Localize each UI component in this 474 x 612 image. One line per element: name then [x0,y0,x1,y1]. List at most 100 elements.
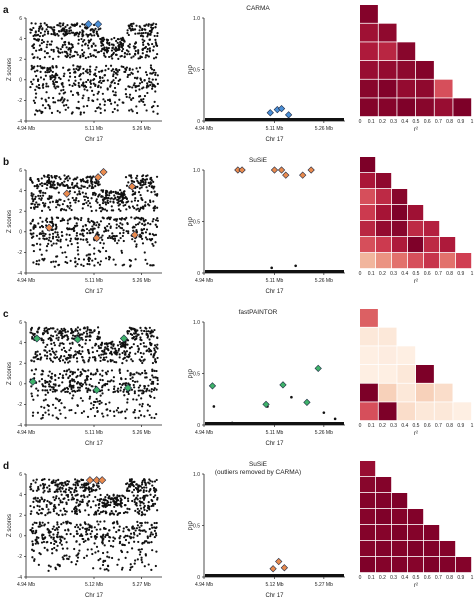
snp-dot [55,350,58,353]
snp-dot [70,228,73,231]
snp-dot [75,67,78,70]
snp-dot [150,342,153,345]
snp-dot [79,370,82,374]
snp-dot [99,346,102,349]
snp-dot [32,506,36,509]
ld-cell [434,98,453,117]
snp-dot [84,223,87,227]
snp-dot [101,92,104,95]
snp-dot [113,234,116,238]
snp-dot [76,556,80,559]
snp-dot [52,181,55,185]
snp-dot [122,42,125,45]
snp-dot [144,530,147,533]
snp-dot [152,49,155,52]
snp-dot [121,47,125,51]
snp-dot [143,513,147,516]
snp-dot [57,191,60,194]
snp-dot [120,249,123,252]
snp-dot [152,83,155,87]
snp-dot [85,238,88,241]
ld-scale-tick: 0.6 [424,271,431,277]
snp-dot [81,48,84,52]
snp-dot [59,486,62,489]
snp-dot [128,347,132,350]
snp-dot [87,56,90,59]
snp-dot [43,406,46,409]
snp-dot [153,369,156,373]
snp-dot [47,409,50,412]
ld-cell [378,79,397,98]
snp-dot [88,263,91,266]
snp-dot [85,483,88,487]
snp-dot [153,100,156,103]
snp-dot [58,398,62,402]
snp-dot [150,26,153,29]
y-tick-label: 0 [19,230,22,236]
snp-dot [43,489,46,492]
snp-dot [106,39,109,42]
snp-dot [119,189,122,192]
snp-dot [113,385,116,388]
ld-cell [397,365,416,383]
snp-dot [85,195,88,198]
snp-dot [140,228,143,231]
snp-dot [126,507,129,510]
snp-dot [47,508,50,511]
snp-dot [86,390,89,394]
snp-dot [63,50,66,53]
snp-dot [79,328,82,331]
snp-dot [126,487,129,490]
snp-dot [148,413,151,417]
snp-dot [125,482,128,486]
snp-dot [36,65,39,68]
snp-dot [92,403,95,407]
snp-dot [149,72,152,75]
snp-dot [46,343,49,346]
y-tick-label: 0 [197,575,200,581]
snp-dot [118,382,122,386]
snp-dot [136,32,140,35]
snp-dot [42,259,45,262]
snp-dot [143,387,146,390]
snp-dot [62,104,66,107]
zscore-causal-marker [92,385,101,395]
x-axis-label: Chr 17 [85,441,104,447]
pip-snp-dot [230,421,234,425]
snp-dot [43,56,47,59]
snp-dot [51,360,54,363]
snp-dot [80,494,83,497]
snp-dot [48,55,51,58]
ld-cell [378,365,397,383]
snp-dot [140,556,143,559]
ld-scale-tick: 0.6 [424,119,431,125]
snp-dot [53,498,56,502]
snp-dot [45,503,48,507]
snp-dot [74,494,77,497]
y-tick-label: 2 [19,361,22,367]
snp-dot [83,556,86,559]
snp-dot [118,68,121,72]
snp-dot [147,181,150,184]
snp-dot [58,344,61,347]
y-tick-label: -2 [18,250,23,256]
snp-dot [117,387,120,390]
snp-dot [113,360,116,364]
snp-dot [68,56,72,59]
snp-dot [154,526,157,530]
snp-dot [150,531,153,534]
snp-dot [55,549,58,552]
snp-dot [137,386,140,389]
snp-dot [141,184,144,187]
snp-dot [76,53,79,56]
snp-dot [108,556,111,559]
snp-dot [78,543,81,546]
snp-dot [146,32,150,35]
snp-dot [45,23,48,27]
snp-dot [62,376,65,379]
ld-cell [397,42,416,61]
snp-dot [29,512,32,516]
method-title: CARMA [246,5,270,12]
snp-dot [92,54,95,57]
panel-letter: c [3,309,9,320]
